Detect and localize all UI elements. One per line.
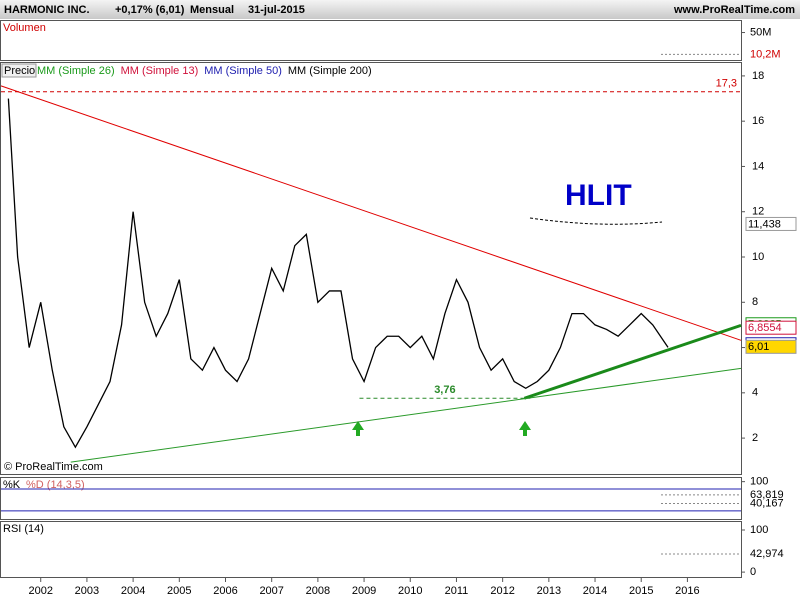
stock-title: HARMONIC INC. (4, 4, 90, 16)
x-tick-label: 2007 (259, 585, 283, 597)
y-tick-label: 100 (750, 524, 768, 536)
legend-item: MM (Simple 13) (121, 65, 199, 77)
change: +0,17% (6,01) (115, 4, 185, 16)
last-label: 42,974 (750, 548, 784, 560)
y-tick-label: 0 (750, 566, 756, 578)
legend-item: MM (Simple 50) (204, 65, 282, 77)
price-panel (0, 62, 742, 475)
decoration (529, 217, 663, 225)
trendline (523, 323, 742, 400)
price-label: 6,8554 (748, 322, 782, 334)
y-tick-label: 12 (752, 206, 764, 218)
ref-label: 3,76 (434, 384, 455, 396)
x-tick-label: 2009 (352, 585, 376, 597)
price-label: 6,01 (748, 341, 769, 353)
up-arrow (519, 421, 531, 436)
x-tick-label: 2015 (629, 585, 653, 597)
panel-label: %K (3, 479, 21, 491)
y-tick-label: 16 (752, 115, 764, 127)
legend-item: MM (Simple 200) (288, 65, 372, 77)
x-tick-label: 2011 (445, 585, 469, 597)
y-tick-label: 50M (750, 26, 771, 38)
rsi-panel (0, 521, 742, 578)
x-tick-label: 2013 (537, 585, 561, 597)
x-tick-label: 2012 (490, 585, 514, 597)
last-label: 40,167 (750, 497, 784, 509)
x-tick-label: 2008 (306, 585, 330, 597)
y-tick-label: 100 (750, 476, 768, 488)
up-arrow (352, 421, 364, 436)
last-label: 10,2M (750, 48, 781, 60)
y-tick-label: 18 (752, 70, 764, 82)
y-tick-label: 8 (752, 296, 758, 308)
price-label-bg (745, 216, 797, 231)
y-tick-label: 14 (752, 160, 764, 172)
x-tick-label: 2003 (75, 585, 99, 597)
y-tick-label: 2 (752, 432, 758, 444)
x-tick-label: 2006 (213, 585, 237, 597)
trendline (70, 367, 742, 463)
x-tick-label: 2010 (398, 585, 422, 597)
copyright: © ProRealTime.com (4, 461, 103, 473)
x-tick-label: 2004 (121, 585, 145, 597)
date: 31-jul-2015 (248, 4, 305, 16)
ref-label: 17,3 (716, 78, 737, 90)
y-tick-label: 10 (752, 251, 764, 263)
panel-sublabel: %D (14,3,5) (26, 479, 85, 491)
site: www.ProRealTime.com (673, 4, 795, 16)
y-tick-label: 4 (752, 387, 758, 399)
x-tick-label: 2005 (167, 585, 191, 597)
price-label: 11,438 (748, 218, 781, 230)
header-bar (0, 0, 800, 19)
stoch-panel (0, 477, 742, 520)
last-label: 63,819 (750, 489, 784, 501)
period: Mensual (190, 4, 234, 16)
price-label-bg (745, 320, 797, 335)
volume-panel (0, 20, 742, 61)
trendline (0, 85, 742, 341)
legend-item: MM (Simple 26) (37, 65, 115, 77)
x-tick-label: 2016 (675, 585, 699, 597)
ticker: HLIT (565, 179, 632, 212)
price-label-bg (745, 339, 797, 354)
panel-label: RSI (14) (3, 523, 44, 535)
legend-box (1, 63, 37, 78)
x-tick-label: 2014 (583, 585, 607, 597)
legend-label: Precio (4, 65, 35, 77)
x-tick-label: 2002 (28, 585, 52, 597)
panel-label: Volumen (3, 22, 46, 34)
price-line (7, 98, 669, 449)
